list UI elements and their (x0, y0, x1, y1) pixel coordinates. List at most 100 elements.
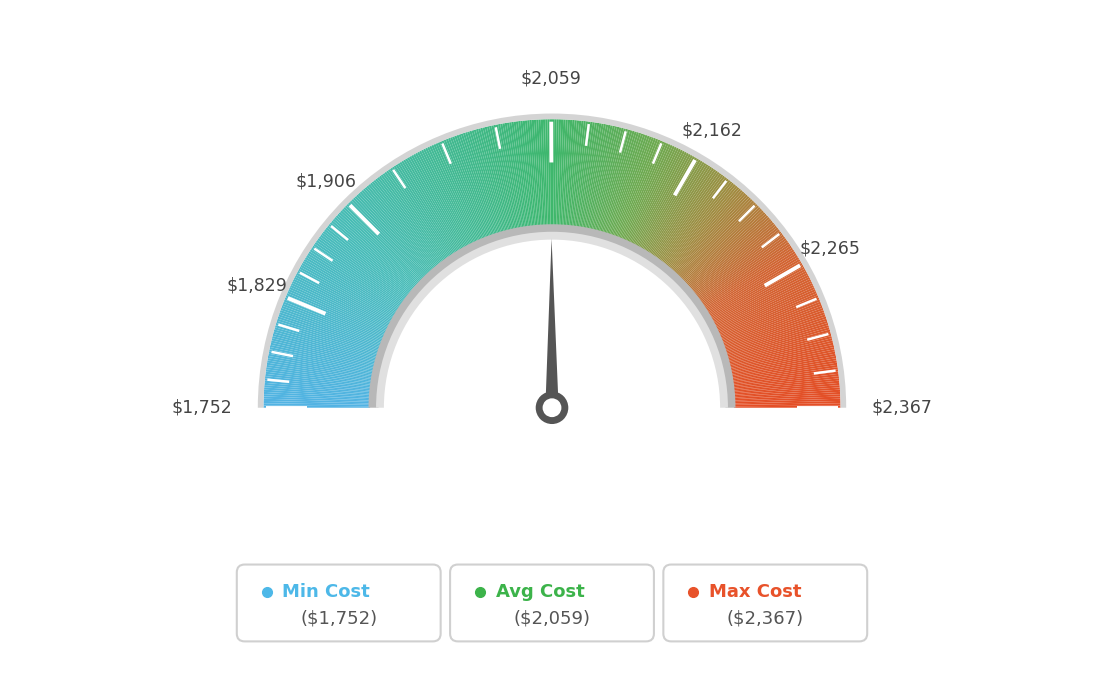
Text: ($2,367): ($2,367) (726, 609, 804, 627)
Wedge shape (309, 249, 400, 309)
Wedge shape (733, 387, 840, 396)
Wedge shape (724, 317, 827, 351)
Wedge shape (724, 314, 826, 350)
Wedge shape (553, 119, 556, 226)
Wedge shape (388, 169, 449, 258)
Wedge shape (731, 356, 836, 377)
Wedge shape (734, 396, 840, 402)
Wedge shape (277, 319, 379, 353)
Wedge shape (307, 253, 399, 311)
Text: $2,265: $2,265 (799, 239, 860, 257)
Wedge shape (265, 376, 371, 389)
Wedge shape (733, 376, 839, 389)
Wedge shape (723, 310, 825, 348)
Wedge shape (264, 401, 370, 405)
Wedge shape (376, 232, 728, 408)
Text: Min Cost: Min Cost (283, 583, 370, 601)
Wedge shape (732, 369, 838, 385)
Wedge shape (321, 233, 407, 299)
Wedge shape (731, 351, 836, 374)
Wedge shape (697, 233, 783, 299)
Wedge shape (463, 132, 497, 235)
Wedge shape (288, 289, 386, 334)
Wedge shape (286, 293, 385, 337)
Wedge shape (384, 172, 447, 259)
Wedge shape (702, 246, 792, 306)
Wedge shape (689, 217, 769, 288)
Wedge shape (537, 119, 543, 226)
Wedge shape (300, 265, 394, 319)
Wedge shape (279, 310, 381, 348)
Wedge shape (692, 224, 776, 293)
Wedge shape (316, 240, 404, 303)
Wedge shape (407, 157, 461, 250)
Wedge shape (442, 140, 484, 239)
Wedge shape (423, 148, 473, 245)
Wedge shape (336, 215, 416, 288)
Wedge shape (340, 210, 420, 284)
Wedge shape (268, 354, 373, 375)
Wedge shape (704, 249, 795, 309)
Wedge shape (597, 128, 626, 232)
Wedge shape (629, 147, 677, 244)
Wedge shape (401, 161, 458, 253)
Wedge shape (732, 365, 838, 382)
Wedge shape (265, 371, 372, 386)
Wedge shape (326, 227, 410, 295)
Wedge shape (728, 334, 831, 362)
Wedge shape (335, 217, 415, 288)
Wedge shape (264, 403, 370, 406)
Wedge shape (361, 190, 433, 271)
Wedge shape (493, 125, 517, 230)
Wedge shape (337, 213, 417, 286)
Wedge shape (425, 148, 474, 244)
Wedge shape (268, 351, 373, 374)
Wedge shape (339, 212, 418, 285)
Wedge shape (577, 122, 595, 228)
Wedge shape (682, 207, 761, 282)
Text: $1,752: $1,752 (171, 399, 232, 417)
Wedge shape (469, 130, 501, 233)
Wedge shape (458, 134, 495, 235)
Wedge shape (645, 159, 701, 252)
Wedge shape (344, 206, 423, 281)
Wedge shape (634, 150, 683, 246)
Wedge shape (410, 156, 463, 250)
Wedge shape (688, 215, 768, 288)
Wedge shape (270, 342, 374, 368)
Text: Avg Cost: Avg Cost (496, 583, 584, 601)
Wedge shape (331, 220, 414, 290)
Wedge shape (548, 119, 551, 226)
Wedge shape (700, 240, 788, 303)
Wedge shape (354, 196, 428, 275)
Wedge shape (720, 297, 819, 339)
Wedge shape (594, 127, 622, 231)
Wedge shape (607, 132, 641, 235)
Wedge shape (687, 213, 767, 286)
Wedge shape (518, 121, 532, 227)
Wedge shape (291, 281, 389, 329)
Wedge shape (598, 129, 628, 233)
Wedge shape (734, 403, 840, 406)
Wedge shape (460, 133, 496, 235)
Wedge shape (581, 123, 599, 228)
Wedge shape (397, 163, 456, 254)
Wedge shape (376, 177, 443, 263)
Wedge shape (730, 349, 835, 372)
Text: $1,829: $1,829 (226, 276, 287, 294)
Wedge shape (556, 119, 561, 226)
Wedge shape (609, 134, 646, 235)
Polygon shape (545, 238, 559, 414)
Wedge shape (347, 204, 423, 280)
Wedge shape (386, 170, 448, 259)
Wedge shape (429, 146, 476, 243)
Wedge shape (628, 146, 675, 243)
Wedge shape (456, 135, 493, 236)
Wedge shape (614, 136, 651, 237)
Wedge shape (613, 135, 650, 237)
Wedge shape (305, 257, 397, 314)
Wedge shape (269, 349, 374, 372)
Wedge shape (450, 137, 489, 237)
Wedge shape (729, 336, 832, 364)
Wedge shape (732, 362, 837, 381)
